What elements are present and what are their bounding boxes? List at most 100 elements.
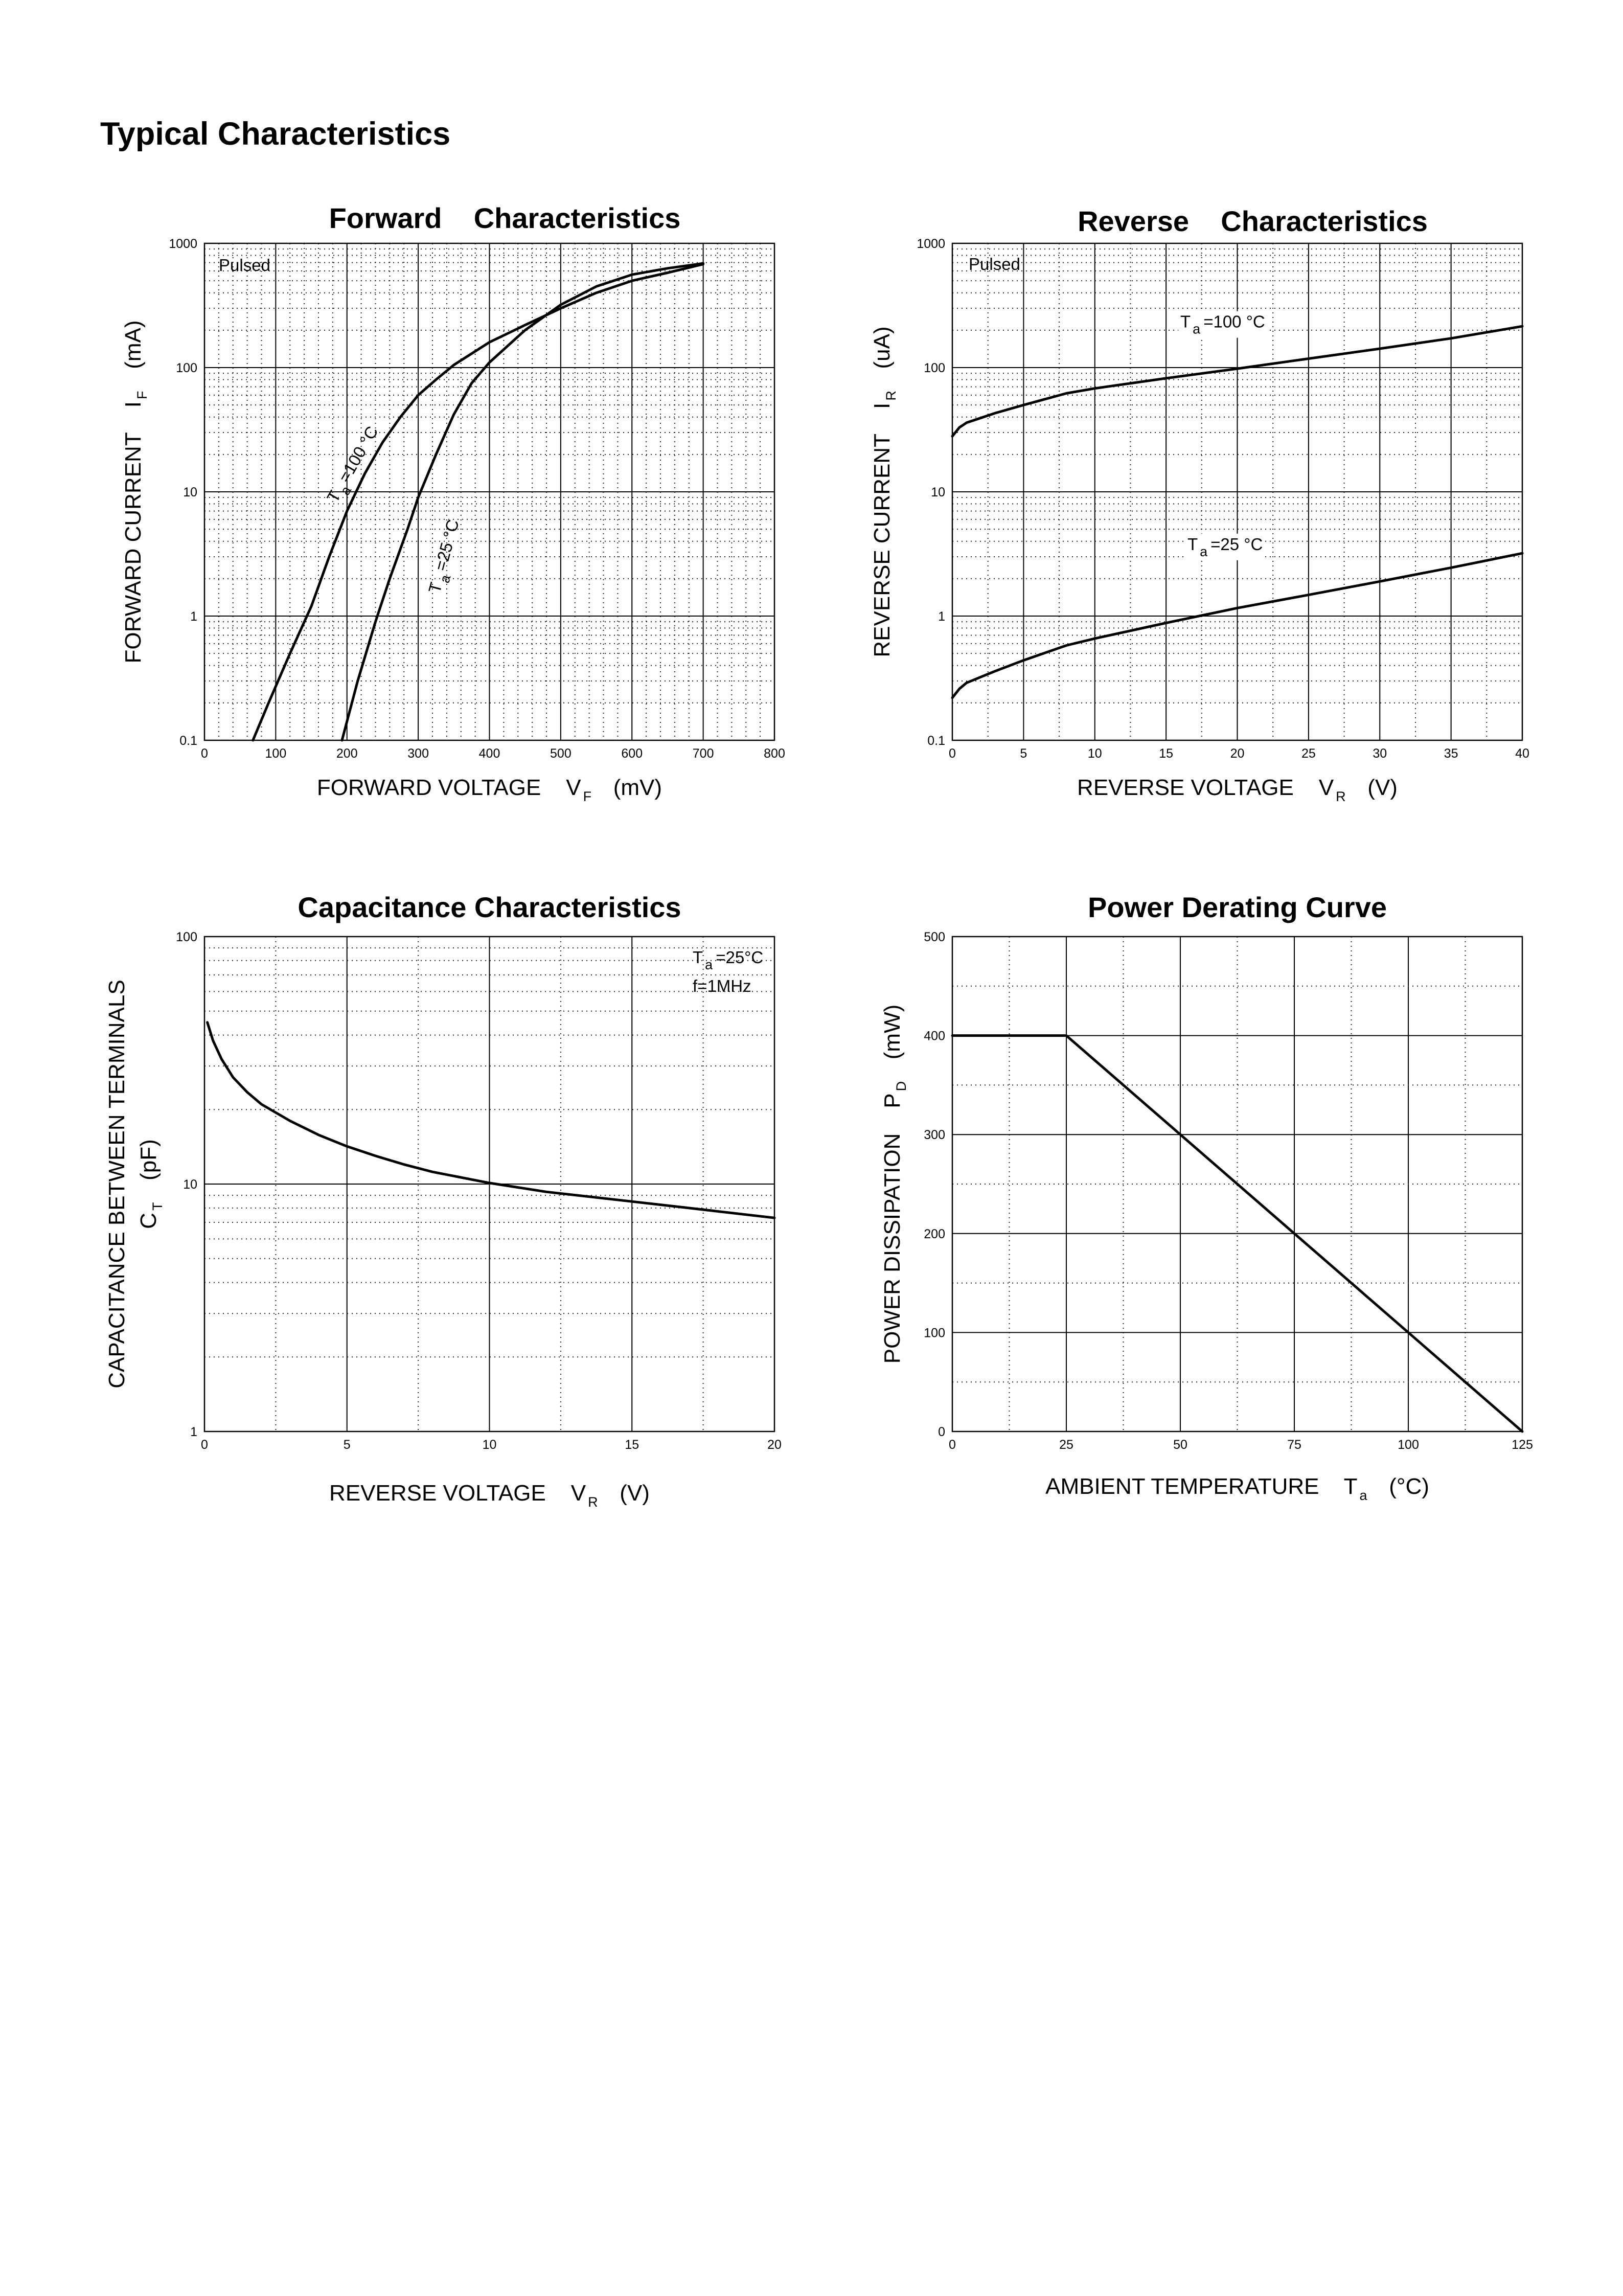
x-tick-label: 600 xyxy=(621,746,643,761)
series-label-part: T xyxy=(425,580,446,595)
y-axis-label-2-part: T xyxy=(150,1202,165,1211)
x-tick-label: 50 xyxy=(1173,1438,1187,1452)
y-tick-label: 100 xyxy=(176,930,197,944)
y-axis-label-part: POWER DISSIPATION P xyxy=(880,1093,905,1363)
y-tick-label: 1000 xyxy=(917,237,945,251)
x-tick-label: 40 xyxy=(1515,746,1529,761)
y-axis-label: POWER DISSIPATION PD (mW) xyxy=(880,1005,909,1364)
x-axis-label-part: REVERSE VOLTAGE V xyxy=(329,1481,586,1506)
series-label-bg xyxy=(1178,311,1267,338)
x-tick-label: 0 xyxy=(201,1438,208,1452)
y-axis-label: FORWARD CURRENT I F (mA) xyxy=(121,320,150,663)
series-line xyxy=(951,325,1524,438)
chart-title: Forward Characteristics xyxy=(329,202,681,234)
x-axis-label-part: (mV) xyxy=(595,775,662,800)
series-label-part: =25 °C xyxy=(1210,535,1263,554)
x-tick-label: 20 xyxy=(1230,746,1245,761)
x-tick-label: 125 xyxy=(1512,1438,1533,1452)
x-tick-label: 400 xyxy=(479,746,500,761)
plot-frame xyxy=(203,242,775,741)
conditions-temperature-part: a xyxy=(705,957,713,972)
y-tick-label: 10 xyxy=(183,485,197,499)
y-tick-label: 100 xyxy=(924,1326,945,1340)
series-label-part: =100 °C xyxy=(334,423,381,486)
x-tick-label: 100 xyxy=(1398,1438,1419,1452)
y-axis-label-part: F xyxy=(134,391,150,399)
x-axis-label-part: AMBIENT TEMPERATURE T xyxy=(1045,1474,1357,1499)
y-axis-label: CAPACITANCE BETWEEN TERMINALS xyxy=(104,980,129,1388)
y-tick-label: 100 xyxy=(924,361,945,375)
chart-title: Power Derating Curve xyxy=(1088,891,1387,923)
y-tick-label: 1 xyxy=(190,609,197,624)
y-axis-label-part: REVERSE CURRENT I xyxy=(870,403,895,657)
x-axis-label-part: (V) xyxy=(1349,775,1398,800)
y-tick-label: 400 xyxy=(924,1029,945,1043)
x-tick-label: 10 xyxy=(483,1438,497,1452)
x-tick-label: 20 xyxy=(767,1438,782,1452)
y-tick-label: 1 xyxy=(938,609,945,624)
y-tick-label: 0 xyxy=(938,1425,945,1439)
y-axis-label-part: (mA) xyxy=(121,320,146,388)
y-tick-label: 300 xyxy=(924,1128,945,1142)
conditions-temperature-part: =25°C xyxy=(716,948,763,967)
x-tick-label: 10 xyxy=(1088,746,1102,761)
x-tick-label: 0 xyxy=(201,746,208,761)
reverse-chart-group: 0 5 10 15 20 25 30 35 40 0.1 1 10 100 1000 Reverse Cha… xyxy=(870,205,1529,804)
x-tick-label: 25 xyxy=(1059,1438,1073,1452)
series-label-part: T xyxy=(323,487,345,506)
series-label-part: T xyxy=(1187,535,1198,554)
x-tick-label: 0 xyxy=(949,1438,956,1452)
x-axis-label-part: F xyxy=(583,789,592,804)
x-tick-label: 200 xyxy=(336,746,358,761)
series-line xyxy=(951,1034,1524,1433)
y-tick-label: 10 xyxy=(931,485,945,499)
x-tick-label: 5 xyxy=(1020,746,1027,761)
series-line xyxy=(951,552,1524,699)
x-tick-label: 300 xyxy=(407,746,429,761)
conditions-frequency: f=1MHz xyxy=(693,976,751,995)
series-line xyxy=(340,262,705,742)
series-label-bg xyxy=(1185,533,1265,560)
y-axis-label-part: (uA) xyxy=(870,326,895,388)
y-axis-label-part: FORWARD CURRENT I xyxy=(121,401,146,664)
x-axis-label-part: (°C) xyxy=(1370,1474,1429,1499)
chart-title: Capacitance Characteristics xyxy=(298,891,681,923)
x-tick-label: 35 xyxy=(1444,746,1458,761)
series-label-part: T xyxy=(1180,312,1191,331)
y-tick-label: 200 xyxy=(924,1227,945,1241)
x-tick-label: 100 xyxy=(265,746,287,761)
y-tick-label: 0.1 xyxy=(179,734,197,748)
y-tick-label: 500 xyxy=(924,930,945,944)
x-axis-label-part: REVERSE VOLTAGE V xyxy=(1077,775,1334,800)
y-tick-label: 1 xyxy=(190,1425,197,1439)
x-tick-label: 25 xyxy=(1301,746,1316,761)
capacitance-chart-group: 0 5 10 15 20 1 10 100 Capacitance Characteristic… xyxy=(104,891,782,1510)
series-label-part: a xyxy=(1200,544,1208,559)
y-axis-label-2-part: C xyxy=(136,1213,161,1229)
page-title: Typical Characteristics xyxy=(100,116,451,152)
y-axis-label-2: CT (pF) xyxy=(136,1139,165,1229)
plot-frame xyxy=(951,242,1523,741)
x-tick-label: 500 xyxy=(550,746,572,761)
x-tick-label: 0 xyxy=(949,746,956,761)
series-line xyxy=(252,263,705,742)
y-axis-label-part: D xyxy=(894,1081,909,1092)
x-tick-label: 5 xyxy=(344,1438,351,1452)
series-label: Ta=100 °C xyxy=(323,423,386,509)
series-label-part: a xyxy=(437,573,454,584)
x-tick-label: 700 xyxy=(693,746,714,761)
x-axis-label-part: FORWARD VOLTAGE V xyxy=(317,775,581,800)
x-tick-label: 800 xyxy=(764,746,785,761)
y-axis-label: REVERSE CURRENT I R (uA) xyxy=(870,326,899,657)
y-tick-label: 1000 xyxy=(169,237,197,251)
x-axis-label-part: R xyxy=(1336,789,1346,804)
x-tick-label: 15 xyxy=(625,1438,639,1452)
